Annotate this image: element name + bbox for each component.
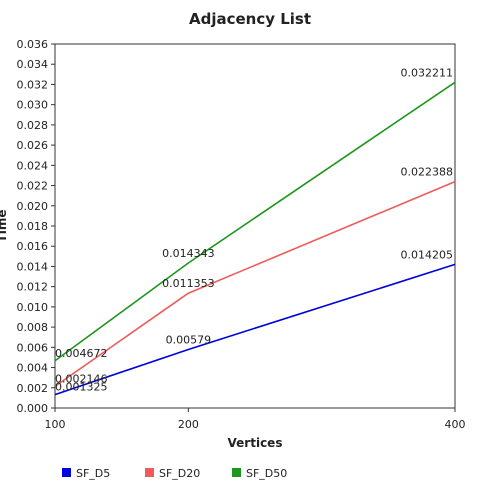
series-line-sf-d5 xyxy=(54,263,456,396)
x-axis-title: Vertices xyxy=(228,436,283,450)
y-tick-label: 0.010 xyxy=(17,301,49,314)
y-tick-label: 0.006 xyxy=(17,341,49,354)
data-label: 0.014205 xyxy=(401,248,454,261)
x-tick-label: 200 xyxy=(178,418,199,431)
y-tick-label: 0.032 xyxy=(17,78,49,91)
y-tick-label: 0.024 xyxy=(17,159,49,172)
data-label: 0.004672 xyxy=(55,347,108,360)
x-tick-label: 400 xyxy=(445,418,466,431)
y-axis-title: Time xyxy=(0,210,9,243)
data-label: 0.001325 xyxy=(55,381,108,394)
y-tick-label: 0.008 xyxy=(17,321,49,334)
legend: SF_D5 SF_D20 SF_D50 xyxy=(62,467,287,480)
y-tick-label: 0.034 xyxy=(17,58,49,71)
series-line-sf-d20 xyxy=(54,180,456,387)
legend-swatch xyxy=(62,468,71,477)
y-tick-label: 0.016 xyxy=(17,240,49,253)
chart-title: Adjacency List xyxy=(189,10,311,28)
y-tick-label: 0.030 xyxy=(17,99,49,112)
data-label: 0.014343 xyxy=(162,247,215,260)
y-tick-label: 0.022 xyxy=(17,180,49,193)
y-tick-label: 0.000 xyxy=(17,402,49,415)
y-tick-label: 0.020 xyxy=(17,200,49,213)
y-tick-label: 0.026 xyxy=(17,139,49,152)
x-tick-label: 100 xyxy=(45,418,66,431)
data-label: 0.032211 xyxy=(401,66,454,79)
y-axis: 0.000 0.002 0.004 0.006 0.008 0.010 0.012 0.014… xyxy=(17,38,55,415)
y-tick-label: 0.002 xyxy=(17,382,49,395)
y-tick-label: 0.012 xyxy=(17,281,49,294)
y-tick-label: 0.018 xyxy=(17,220,49,233)
data-label: 0.011353 xyxy=(162,277,215,290)
data-labels: 0.001325 0.00579 0.014205 0.002146 0.011353 0… xyxy=(55,66,453,393)
y-tick-label: 0.036 xyxy=(17,38,49,51)
legend-label: SF_D20 xyxy=(159,467,200,480)
data-label: 0.00579 xyxy=(166,333,212,346)
series-lines xyxy=(54,81,456,396)
y-tick-label: 0.004 xyxy=(17,362,49,375)
x-axis: 100 200 400 xyxy=(45,408,466,431)
series-line-sf-d50 xyxy=(54,81,456,362)
plot-area xyxy=(54,43,456,409)
data-label: 0.002146 xyxy=(55,372,108,385)
legend-label: SF_D5 xyxy=(76,467,110,480)
y-tick-label: 0.014 xyxy=(17,260,49,273)
legend-swatch xyxy=(145,468,154,477)
legend-swatch xyxy=(232,468,241,477)
legend-label: SF_D50 xyxy=(246,467,287,480)
data-label: 0.022388 xyxy=(401,166,454,179)
y-tick-label: 0.028 xyxy=(17,119,49,132)
